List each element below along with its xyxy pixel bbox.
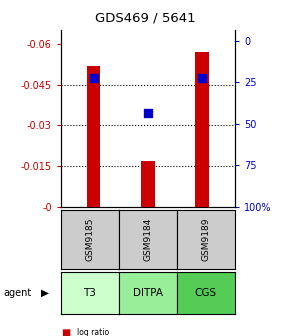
Text: CGS: CGS [195,288,217,298]
Point [146,111,150,116]
Text: ▶: ▶ [41,288,49,298]
Bar [195,52,209,207]
Text: ■: ■ [61,328,70,336]
Bar [141,161,155,207]
Point [200,75,204,81]
Text: GSM9189: GSM9189 [201,218,211,261]
Text: agent: agent [3,288,31,298]
Text: GSM9185: GSM9185 [85,218,95,261]
Text: DITPA: DITPA [133,288,163,298]
Point [91,75,96,81]
Text: T3: T3 [84,288,96,298]
Text: log ratio: log ratio [77,328,109,336]
Bar [87,66,100,207]
Text: GSM9184: GSM9184 [143,218,153,261]
Text: GDS469 / 5641: GDS469 / 5641 [95,12,195,25]
